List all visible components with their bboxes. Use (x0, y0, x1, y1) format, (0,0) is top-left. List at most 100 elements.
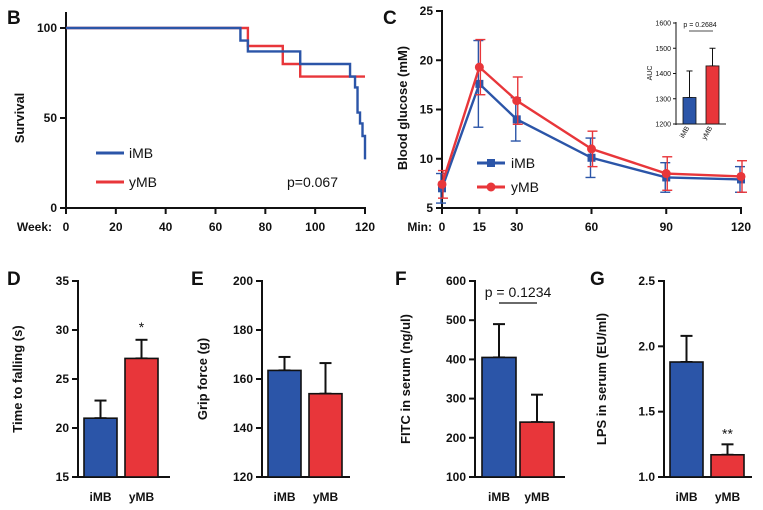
y-tick-label: 100 (446, 470, 466, 484)
x-tick-label: iMB (90, 490, 112, 504)
x-tick-label: 40 (159, 220, 173, 234)
y-tick-label: 20 (56, 421, 70, 435)
panel-label-c: C (383, 8, 397, 29)
panel-label-b: B (7, 8, 21, 29)
survival-curve-imb (66, 26, 367, 160)
data-point-ymb-15 (474, 62, 484, 72)
y-tick-label: 1.5 (638, 405, 655, 419)
panel-c-glucose-chart: C 5 10 15 20 25 0 15 30 60 90 120 Min: Blood glucose … (383, 4, 751, 234)
panel-d-time-to-falling-chart: D 15 20 25 30 35 Time to falling (s) iMB yMB * (7, 269, 170, 504)
bar-ymb (124, 357, 159, 478)
data-point-ymb-0 (437, 179, 447, 189)
data-point-ymb-60 (587, 144, 596, 154)
inset-y-tick-label: 1200 (655, 122, 671, 129)
x-tick-label: iMB (488, 490, 510, 504)
x-axis-label: Min: (407, 220, 432, 234)
inset-x-tick-label: iMB (679, 125, 691, 139)
y-tick-label: 25 (420, 4, 434, 18)
y-axis-label: Survival (12, 93, 27, 144)
panel-b-survival-chart: B 0 50 100 0 20 40 60 80 100 120 Week: Survival iMB yM… (7, 8, 375, 234)
series-line-ymb (440, 65, 742, 185)
data-point-imb-30 (512, 115, 521, 124)
x-tick-label: yMB (129, 490, 155, 504)
legend-label-imb: iMB (129, 145, 153, 161)
x-tick-label: yMB (715, 490, 741, 504)
x-axis-label: Week: (17, 220, 52, 234)
y-tick-label: 30 (56, 323, 70, 337)
x-tick-label: iMB (274, 490, 296, 504)
x-tick-label: 120 (731, 220, 751, 234)
panel-e-grip-force-chart: E 120 140 160 180 200 Grip force (g) iMB yMB (191, 269, 350, 504)
y-axis-label: Time to falling (s) (10, 325, 25, 432)
x-tick-label: iMB (676, 490, 698, 504)
inset-y-tick-label: 1600 (655, 21, 671, 28)
p-value-annotation: p=0.067 (287, 174, 338, 190)
y-tick-label: 2.5 (638, 274, 655, 288)
legend-label-imb: iMB (511, 155, 535, 171)
legend-label-ymb: yMB (511, 179, 539, 195)
y-tick-label: 0 (50, 201, 57, 215)
x-tick-label: 20 (109, 220, 123, 234)
x-tick-label: 120 (355, 220, 375, 234)
inset-y-tick-label: 1400 (655, 71, 671, 78)
y-tick-label: 100 (37, 21, 57, 35)
x-tick-label: 90 (660, 220, 674, 234)
inset-y-tick-label: 1500 (655, 46, 671, 53)
bar-imb (83, 417, 118, 478)
legend-marker-ymb (486, 182, 496, 192)
p-value-annotation: p = 0.1234 (485, 284, 552, 300)
data-point-imb-15 (475, 79, 484, 88)
y-axis-label: FITC in serum (ng/ul) (398, 314, 413, 444)
inset-y-axis-label: AUC (647, 66, 654, 81)
panel-label-f: F (395, 269, 407, 290)
y-tick-label: 10 (420, 152, 434, 166)
inset-x-tick-label: yMB (701, 125, 714, 141)
panel-label-e: E (191, 269, 204, 290)
y-tick-label: 600 (446, 274, 466, 288)
y-tick-label: 160 (233, 372, 253, 386)
x-tick-label: 60 (209, 220, 223, 234)
y-tick-label: 15 (56, 470, 70, 484)
x-tick-label: 30 (510, 220, 524, 234)
y-tick-label: 2.0 (638, 339, 655, 353)
panel-label-g: G (590, 269, 605, 290)
y-tick-label: 5 (426, 201, 433, 215)
survival-curve-ymb (66, 26, 365, 78)
y-tick-label: 120 (233, 470, 253, 484)
data-point-ymb-90 (661, 169, 671, 179)
inset-p-value-annotation: p = 0.2684 (683, 22, 716, 29)
panel-f-fitc-chart: F 100 200 300 400 500 600 FITC in serum (ng/ul)… (395, 269, 565, 504)
y-axis-label: LPS in serum (EU/ml) (594, 313, 609, 445)
y-tick-label: 500 (446, 313, 466, 327)
y-tick-label: 35 (56, 274, 70, 288)
inset-y-tick-label: 1300 (655, 96, 671, 103)
y-tick-label: 400 (446, 352, 466, 366)
significance-star: * (139, 319, 145, 335)
y-tick-label: 140 (233, 421, 253, 435)
data-point-ymb-120 (736, 171, 746, 181)
legend-label-ymb: yMB (129, 174, 157, 190)
x-tick-label: 80 (259, 220, 273, 234)
data-point-ymb-30 (512, 96, 522, 106)
x-tick-label: 0 (439, 220, 446, 234)
y-tick-label: 300 (446, 392, 466, 406)
y-axis-label: Blood glucose (mM) (395, 46, 410, 170)
bar-ymb (710, 453, 745, 478)
x-tick-label: 100 (305, 220, 325, 234)
bar-imb (267, 369, 302, 478)
y-tick-label: 20 (420, 53, 434, 67)
y-tick-label: 15 (420, 103, 434, 117)
bar-ymb (308, 392, 343, 478)
y-axis-label: Grip force (g) (195, 338, 210, 420)
panel-g-lps-chart: G 1.0 1.5 2.0 2.5 LPS in serum (EU/ml) iMB yMB *… (590, 269, 752, 504)
y-tick-label: 50 (44, 111, 58, 125)
x-tick-label: 0 (63, 220, 70, 234)
x-tick-label: yMB (524, 490, 550, 504)
legend-marker-imb (487, 159, 495, 167)
y-tick-label: 1.0 (638, 470, 655, 484)
panel-c-auc-inset-chart: 1200 1300 1400 1500 1600 AUC iMB yMB p = 0.2684 (647, 21, 726, 141)
y-tick-label: 200 (446, 431, 466, 445)
bar-ymb (519, 421, 555, 478)
inset-bar-imb (682, 97, 697, 125)
y-tick-label: 200 (233, 274, 253, 288)
